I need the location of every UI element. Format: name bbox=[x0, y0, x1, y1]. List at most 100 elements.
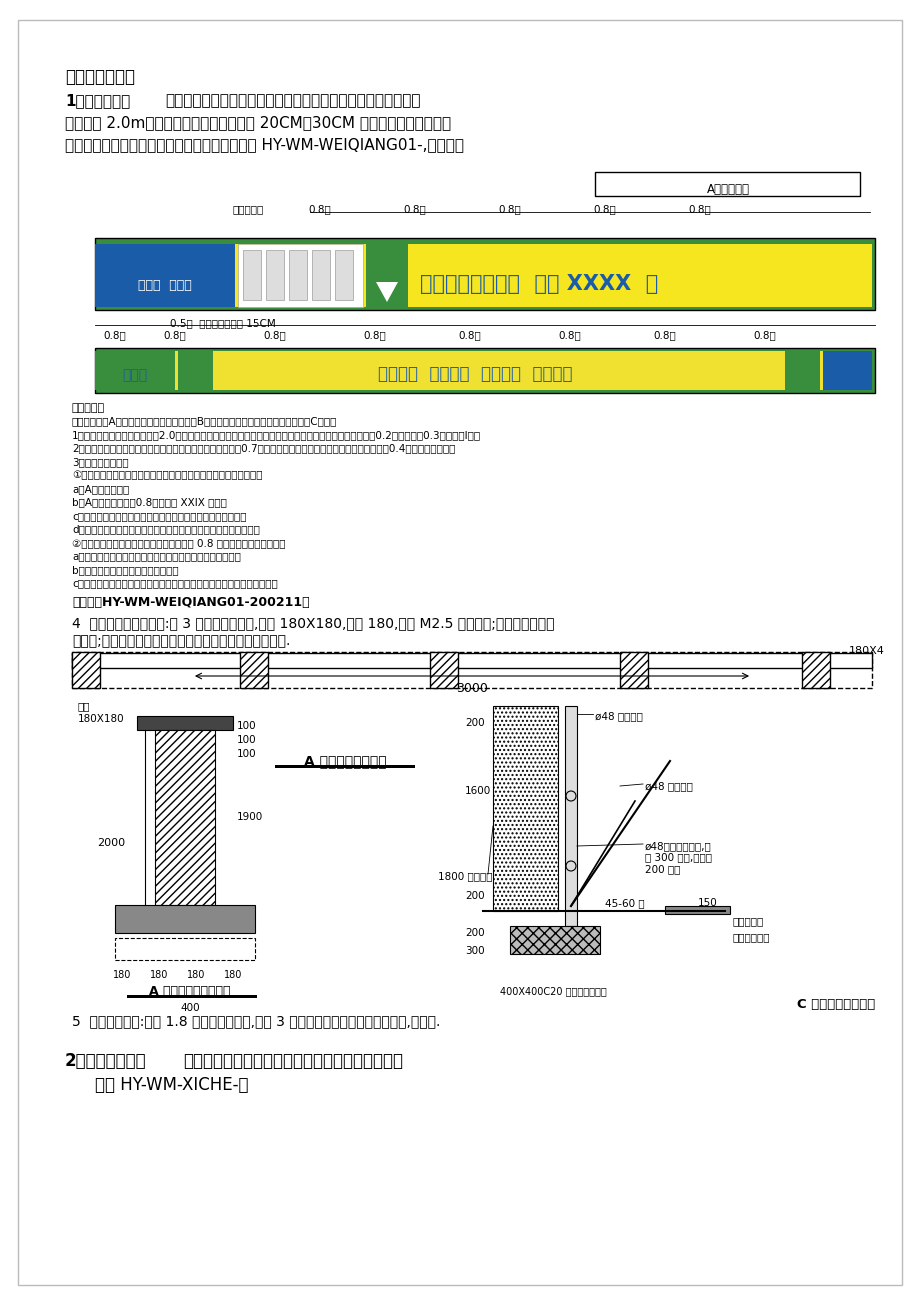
Text: 300: 300 bbox=[464, 947, 484, 956]
Text: d、公益性文字，如城监部门要求的广告「美我厦门，美化繁岛」：: d、公益性文字，如城监部门要求的广告「美我厦门，美化繁岛」： bbox=[72, 525, 259, 535]
Bar bbox=[115, 905, 255, 934]
Text: 施工现场设围墙全隔离施工（与生活区、红线外区域），围墙高: 施工现场设围墙全隔离施工（与生活区、红线外区域），围墙高 bbox=[165, 92, 420, 108]
Text: 『围墙』：: 『围墙』： bbox=[72, 404, 105, 413]
Text: 老土上;特櫠情况应由项目技术负责人编制专门的设计方案.: 老土上;特櫠情况应由项目技术负责人编制专门的设计方案. bbox=[72, 634, 290, 648]
Bar bbox=[95, 238, 874, 310]
Bar bbox=[266, 250, 284, 299]
Bar bbox=[115, 937, 255, 960]
Text: 度不低于 2.0m，正面抹灰，围墙上下各留 20CM、30CM 为绿色带（顶部压顶不: 度不低于 2.0m，正面抹灰，围墙上下各留 20CM、30CM 为绿色带（顶部压… bbox=[65, 115, 450, 130]
Bar bbox=[595, 172, 859, 197]
Bar bbox=[335, 250, 353, 299]
Bar bbox=[127, 995, 256, 999]
Text: 嵌入深度应: 嵌入深度应 bbox=[732, 917, 764, 926]
Text: ø48 立杆钢管: ø48 立杆钢管 bbox=[595, 711, 642, 721]
Text: 2000: 2000 bbox=[96, 837, 125, 848]
Text: 0.8米: 0.8米 bbox=[688, 204, 710, 214]
Text: ①、围墙文字内容顺序：根据围墙长短，应遵照加下优先保证顺序：: ①、围墙文字内容顺序：根据围墙长短，应遵照加下优先保证顺序： bbox=[72, 470, 262, 480]
Text: 180: 180 bbox=[223, 970, 242, 980]
Text: 化鹭岛: 化鹭岛 bbox=[122, 368, 147, 381]
Text: c、我们的品质给您永恒的信任，品质是质量，品质是安全，品质是服务。: c、我们的品质给您永恒的信任，品质是质量，品质是安全，品质是服务。 bbox=[72, 578, 278, 589]
Bar bbox=[95, 243, 234, 307]
Bar bbox=[664, 906, 729, 914]
Bar bbox=[289, 250, 307, 299]
Text: 0.8米: 0.8米 bbox=[264, 329, 286, 340]
Text: 5  活动围墙设置:使用 1.8 米胶合板作遮挡,每隔 3 米设置一道竖向加固立杆及斜撑,如上图.: 5 活动围墙设置:使用 1.8 米胶合板作遮挡,每隔 3 米设置一道竖向加固立杆… bbox=[72, 1014, 440, 1029]
Text: C 型活动围墙剖面图: C 型活动围墙剖面图 bbox=[796, 999, 874, 1010]
Text: 200: 200 bbox=[464, 717, 484, 728]
Text: 180: 180 bbox=[150, 970, 168, 980]
Text: 3000: 3000 bbox=[456, 682, 487, 695]
Text: b、A式标准组合：穰0.8米高承建 XXIX 工程：: b、A式标准组合：穰0.8米高承建 XXIX 工程： bbox=[72, 497, 227, 508]
Text: 0.8米: 0.8米 bbox=[164, 329, 187, 340]
Text: 2、围墙标准组合：标志为绻色，字体为蓝色，标志尺寸高度0.7米；位置居于白色墙体正中，距上下绻色边均为0.4米，字体为隶书。: 2、围墙标准组合：标志为绻色，字体为蓝色，标志尺寸高度0.7米；位置居于白色墙体… bbox=[72, 444, 455, 453]
Bar bbox=[801, 652, 829, 687]
Text: 4  实心砖围墙墙嵩设置:每 3 米设置一道砖嵩,宽度 180X180,墙宽 180,使用 M2.5 砂浆牀筑;围墙基础应置于: 4 实心砖围墙墙嵩设置:每 3 米设置一道砖嵩,宽度 180X180,墙宽 18… bbox=[72, 616, 554, 630]
Text: 0.8米: 0.8米 bbox=[558, 329, 581, 340]
Bar bbox=[493, 706, 558, 911]
Text: 0.5米  五牌一图，间距 15CM: 0.5米 五牌一图，间距 15CM bbox=[170, 318, 276, 328]
Text: 180X4: 180X4 bbox=[848, 646, 884, 656]
Text: 200: 200 bbox=[464, 891, 484, 901]
Bar bbox=[177, 352, 213, 391]
Text: 100: 100 bbox=[237, 749, 256, 759]
Text: 1900: 1900 bbox=[237, 812, 263, 823]
Text: 0.8米: 0.8米 bbox=[498, 204, 521, 214]
Text: 1、围墙规格：围墙高度统一为2.0米，如地方特有规定的，按地方规定：背景颜色为米黄色，其中围墙上端0.2米高，下端0.3米高为绻I色。: 1、围墙规格：围墙高度统一为2.0米，如地方特有规定的，按地方规定：背景颜色为米… bbox=[72, 430, 481, 440]
Text: 0.8米: 0.8米 bbox=[308, 204, 331, 214]
Text: 100: 100 bbox=[237, 736, 256, 745]
Text: 400X400C20 混凝土浇筑基础: 400X400C20 混凝土浇筑基础 bbox=[499, 986, 607, 996]
Text: 45-60 度: 45-60 度 bbox=[605, 898, 644, 907]
Text: 砖墩: 砖墩 bbox=[78, 700, 90, 711]
Polygon shape bbox=[376, 283, 398, 302]
Text: 厦门华远建设集团  承建 XXXX  工: 厦门华远建设集团 承建 XXXX 工 bbox=[420, 273, 657, 294]
Text: 150: 150 bbox=[698, 898, 717, 907]
Bar bbox=[137, 716, 233, 730]
Bar bbox=[154, 730, 215, 905]
Bar bbox=[72, 652, 100, 687]
Bar bbox=[95, 352, 175, 391]
Bar bbox=[72, 652, 871, 687]
Text: 100: 100 bbox=[237, 721, 256, 730]
Text: 刷），中间刷成米黄色，并写标语，围墙样式见 HY-WM-WEIQIANG01-,如下图。: 刷），中间刷成米黄色，并写标语，围墙样式见 HY-WM-WEIQIANG01-,… bbox=[65, 137, 463, 152]
Bar bbox=[564, 706, 576, 926]
Text: 3、围墙组合形式：: 3、围墙组合形式： bbox=[72, 457, 129, 467]
Text: 0.8米: 0.8米 bbox=[753, 329, 776, 340]
Text: 0.8米: 0.8米 bbox=[459, 329, 481, 340]
Text: 厦门华  远建设: 厦门华 远建设 bbox=[138, 279, 192, 292]
Text: 0.8米: 0.8米 bbox=[593, 204, 616, 214]
Text: A 型实心砖围墙剖面图: A 型实心砖围墙剖面图 bbox=[149, 986, 231, 999]
Bar bbox=[98, 243, 871, 307]
Text: ø48 斜撑钢管: ø48 斜撑钢管 bbox=[644, 781, 692, 792]
Text: a、落实责任，强化预防，持续改进，确保生产安全与健康：: a、落实责任，强化预防，持续改进，确保生产安全与健康： bbox=[72, 552, 241, 561]
Text: 400: 400 bbox=[180, 1003, 199, 1013]
Text: 200: 200 bbox=[464, 928, 484, 937]
Text: A式标准组合: A式标准组合 bbox=[706, 184, 749, 197]
Text: 满足抗拉要求: 满足抗拉要求 bbox=[732, 932, 770, 943]
Text: b、知识管理，质量为本，顾客至上：: b、知识管理，质量为本，顾客至上： bbox=[72, 565, 178, 575]
Text: 0.8米: 0.8米 bbox=[652, 329, 675, 340]
Text: 1．围墙设置：: 1．围墙设置： bbox=[65, 92, 130, 108]
Bar bbox=[243, 250, 261, 299]
Text: 2．洗车台设置：: 2．洗车台设置： bbox=[65, 1052, 146, 1070]
Bar bbox=[98, 352, 871, 391]
Text: 180: 180 bbox=[113, 970, 131, 980]
Bar bbox=[240, 652, 267, 687]
Bar bbox=[784, 352, 819, 391]
Text: 0.8米: 0.8米 bbox=[403, 204, 425, 214]
Text: 图号 HY-WM-XICHE-：: 图号 HY-WM-XICHE-： bbox=[95, 1075, 248, 1094]
Bar bbox=[823, 352, 871, 391]
Bar bbox=[366, 243, 407, 307]
Text: a、A式标准组合：: a、A式标准组合： bbox=[72, 484, 129, 493]
Text: 一、场容场貌：: 一、场容场貌： bbox=[65, 68, 135, 86]
Text: 1600: 1600 bbox=[464, 786, 491, 796]
Bar bbox=[275, 766, 414, 768]
Text: c、集团标语「开拓创新，产业报国，打造精品，服务顾客」：: c、集团标语「开拓创新，产业报国，打造精品，服务顾客」： bbox=[72, 510, 246, 521]
Text: 项目名称牌: 项目名称牌 bbox=[233, 204, 264, 214]
Text: 围墙为砖砌（A型）或可置复使用的金属式（B型）两种，特别临近下使用胶合板式（C型）。: 围墙为砖砌（A型）或可置复使用的金属式（B型）两种，特别临近下使用胶合板式（C型… bbox=[72, 417, 337, 427]
Bar bbox=[72, 654, 871, 668]
Text: ø48横向联系钢管,离
地 300 一道,离顶端
200 一道: ø48横向联系钢管,离 地 300 一道,离顶端 200 一道 bbox=[644, 841, 711, 874]
Text: 『图号：HY-WM-WEIQIANG01-200211』: 『图号：HY-WM-WEIQIANG01-200211』 bbox=[72, 596, 310, 609]
Text: 开拓创新  产业报国  打造精品  服务顾客: 开拓创新 产业报国 打造精品 服务顾客 bbox=[378, 365, 572, 383]
Text: 0.8米: 0.8米 bbox=[363, 329, 386, 340]
Bar bbox=[312, 250, 330, 299]
